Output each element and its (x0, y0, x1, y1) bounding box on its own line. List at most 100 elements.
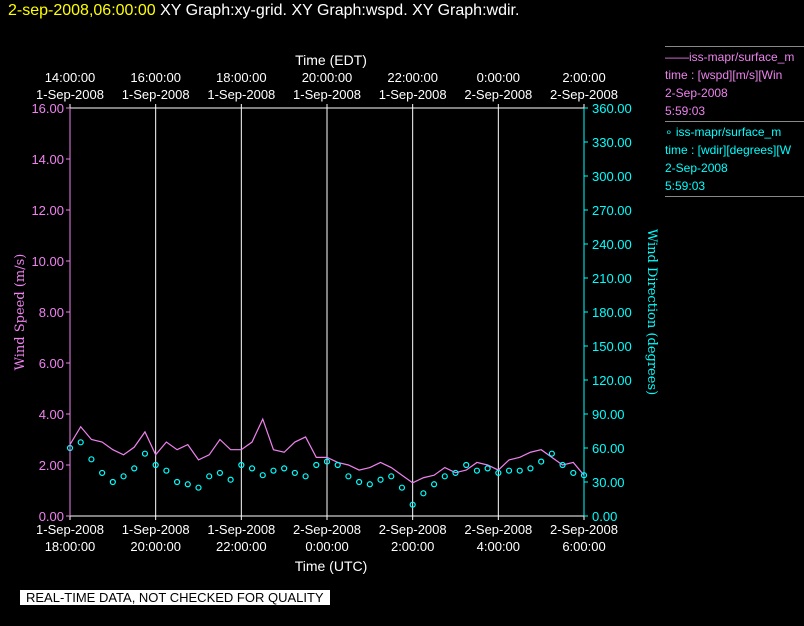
bottom-tick-date: 2-Sep-2008 (464, 522, 532, 537)
wind-direction-point (270, 467, 277, 474)
wind-direction-point (570, 469, 577, 477)
wind-direction-point (495, 469, 502, 477)
left-tick-label: 0.00 (39, 509, 64, 524)
bottom-tick-time: 18:00:00 (45, 539, 96, 554)
right-tick-label: 60.00 (592, 441, 625, 456)
right-tick-label: 30.00 (592, 475, 625, 490)
wind-direction-point (99, 469, 106, 477)
wind-direction-point (291, 469, 298, 477)
wind-direction-point (377, 476, 384, 483)
bottom-tick-date: 1-Sep-2008 (122, 522, 190, 537)
top-tick-time: 2:00:00 (562, 70, 605, 85)
wind-direction-point (538, 458, 545, 465)
top-tick-date: 2-Sep-2008 (464, 87, 532, 102)
wind-direction-point (131, 465, 138, 472)
left-tick-label: 14.00 (31, 152, 64, 167)
top-tick-time: 18:00:00 (216, 70, 267, 85)
left-tick-label: 16.00 (31, 101, 64, 116)
legend-wspd-date: 2-Sep-2008 (665, 86, 728, 100)
left-tick-label: 10.00 (31, 254, 64, 269)
top-tick-time: 16:00:00 (130, 70, 181, 85)
left-tick-label: 12.00 (31, 203, 64, 218)
wind-direction-point (313, 461, 320, 469)
window-title: 2-sep-2008,06:00:00 XY Graph:xy-grid. XY… (8, 2, 519, 20)
right-tick-label: 210.00 (592, 271, 632, 286)
bottom-axis-title: Time (UTC) (295, 558, 368, 574)
wind-direction-point (409, 501, 416, 508)
wind-direction-point (281, 465, 288, 472)
top-tick-date: 2-Sep-2008 (550, 87, 618, 102)
wind-direction-point (77, 439, 84, 446)
wind-direction-point (109, 478, 116, 486)
wind-direction-point (441, 473, 448, 480)
top-tick-time: 0:00:00 (477, 70, 520, 85)
legend-wdir-time: 5:59:03 (665, 179, 706, 193)
header-graphs: XY Graph:xy-grid. XY Graph:wspd. XY Grap… (160, 2, 520, 19)
wind-direction-point (195, 484, 202, 491)
wind-direction-point (516, 467, 523, 474)
wind-direction-point (398, 484, 406, 491)
wind-direction-point (248, 465, 256, 472)
right-tick-label: 270.00 (592, 203, 632, 218)
wind-direction-point (259, 472, 266, 479)
wind-direction-point (388, 473, 395, 480)
top-tick-date: 1-Sep-2008 (207, 87, 275, 102)
top-tick-date: 1-Sep-2008 (36, 87, 104, 102)
wind-direction-point (559, 461, 566, 469)
wind-direction-point (163, 467, 170, 474)
wind-direction-point (463, 461, 470, 469)
right-tick-label: 90.00 (592, 407, 625, 422)
top-tick-time: 20:00:00 (302, 70, 353, 85)
bottom-tick-time: 22:00:00 (216, 539, 267, 554)
legend-wdir-var: time : [wdir][degrees][W (665, 143, 792, 157)
right-tick-label: 360.00 (592, 101, 632, 116)
bottom-tick-date: 2-Sep-2008 (379, 522, 447, 537)
top-tick-time: 22:00:00 (387, 70, 438, 85)
wind-direction-point (345, 473, 352, 480)
bottom-tick-time: 20:00:00 (130, 539, 181, 554)
wind-direction-point (527, 465, 534, 472)
top-tick-date: 1-Sep-2008 (293, 87, 361, 102)
wind-direction-point (548, 450, 555, 457)
quality-notice: REAL-TIME DATA, NOT CHECKED FOR QUALITY (20, 590, 330, 605)
wind-direction-point (334, 461, 341, 469)
right-tick-label: 300.00 (592, 169, 632, 184)
top-tick-date: 1-Sep-2008 (122, 87, 190, 102)
top-axis-title: Time (EDT) (295, 52, 367, 68)
wind-direction-point (120, 473, 127, 480)
bottom-tick-date: 2-Sep-2008 (293, 522, 361, 537)
legend-wdir-date: 2-Sep-2008 (665, 161, 728, 175)
header-date: 2-sep-2008,06:00:00 (8, 2, 156, 19)
right-tick-label: 330.00 (592, 135, 632, 150)
wind-direction-point (88, 456, 95, 463)
wind-direction-point (206, 473, 213, 480)
axes (66, 104, 588, 520)
bottom-tick-date: 1-Sep-2008 (207, 522, 275, 537)
bottom-tick-time: 2:00:00 (391, 539, 434, 554)
bottom-tick-time: 0:00:00 (305, 539, 348, 554)
legend-wspd-time: 5:59:03 (665, 104, 706, 118)
tick-labels: 1-Sep-2008 18:00:00 14:00:00 1-Sep-2008 1-Se… (31, 70, 631, 554)
legend-wdir: ∘ iss-mapr/surface_m time : [wdir][degre… (665, 122, 804, 197)
right-tick-label: 240.00 (592, 237, 632, 252)
wind-direction-point (323, 458, 331, 465)
left-tick-label: 6.00 (39, 356, 64, 371)
top-tick-date: 1-Sep-2008 (379, 87, 447, 102)
legend-wspd: ——iss-mapr/surface_m time : [wspd][m/s][… (665, 46, 804, 122)
bottom-tick-time: 6:00:00 (562, 539, 605, 554)
wind-direction-point (484, 465, 491, 472)
wind-direction-point (173, 478, 181, 486)
right-axis-title: Wind Direction (degrees) (644, 229, 659, 395)
wind-direction-point (238, 461, 245, 469)
wind-direction-point (302, 473, 309, 480)
wind-direction-point (366, 481, 373, 488)
wind-direction-point (473, 467, 481, 474)
wind-direction-point (452, 469, 459, 477)
legend-wspd-var: time : [wspd][m/s][Win (665, 68, 783, 82)
wind-direction-point (505, 467, 513, 474)
left-tick-label: 8.00 (39, 305, 64, 320)
right-tick-label: 120.00 (592, 373, 632, 388)
wind-direction-point (152, 461, 159, 469)
wind-direction-point (430, 481, 438, 488)
